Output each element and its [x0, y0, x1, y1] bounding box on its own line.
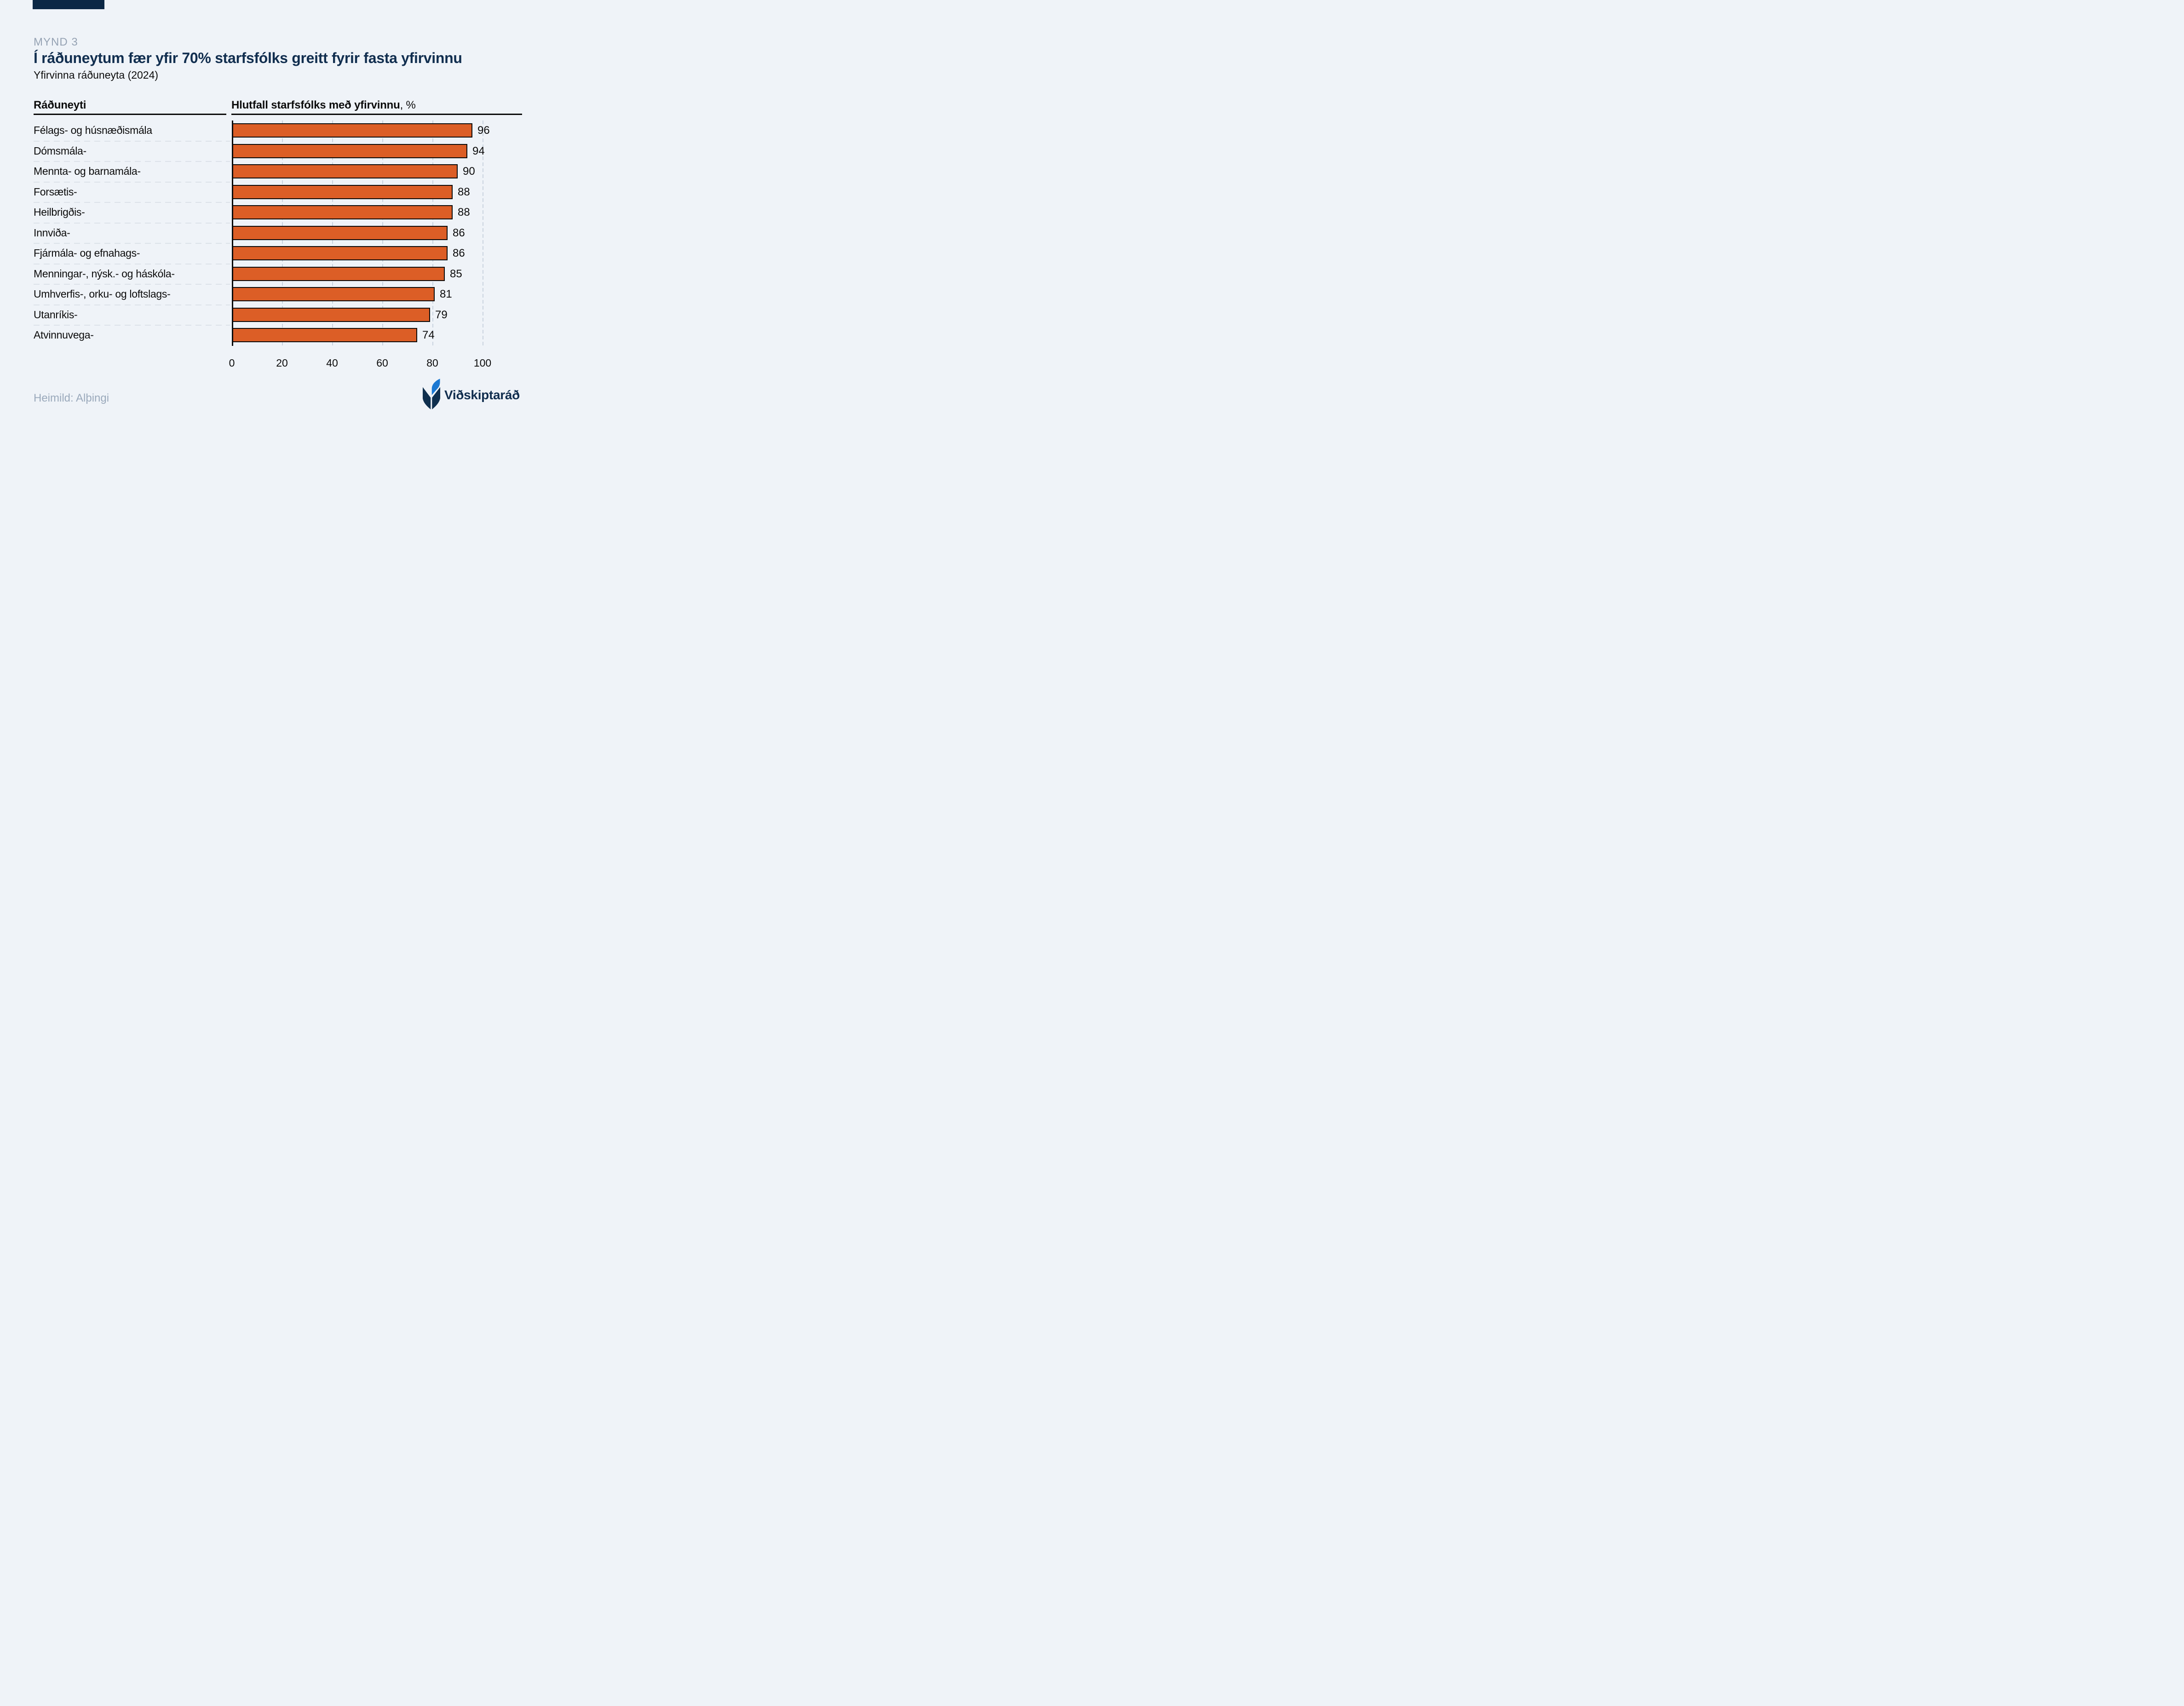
row-separator — [34, 222, 230, 224]
x-tick-label: 80 — [426, 357, 438, 369]
category-label: Utanríkis- — [34, 308, 78, 321]
x-tick-label: 20 — [276, 357, 288, 369]
left-header-rule — [34, 114, 226, 115]
bar — [232, 246, 448, 260]
column-header-share-bold: Hlutfall starfsfólks með yfirvinnu — [231, 99, 400, 111]
bar-chart: Félags- og húsnæðismála 96 Dómsmála- 94 Menn… — [0, 0, 546, 426]
value-label: 86 — [453, 226, 465, 239]
value-label: 96 — [477, 124, 490, 137]
value-label: 74 — [422, 329, 435, 341]
brand-logo-text: Viðskiptaráð — [444, 388, 520, 402]
value-label: 94 — [472, 144, 485, 157]
value-label: 90 — [463, 165, 475, 178]
bar — [232, 266, 445, 281]
row-separator — [34, 161, 230, 162]
x-tick-label: 60 — [376, 357, 388, 369]
axis-line — [232, 121, 233, 346]
value-label: 85 — [450, 267, 462, 280]
bar — [232, 164, 458, 178]
infographic-page: MYND 3 Í ráðuneytum fær yfir 70% starfsf… — [0, 0, 546, 426]
book-leaf-logo-icon — [423, 379, 440, 410]
category-label: Atvinnuvega- — [34, 329, 94, 341]
source-note: Heimild: Alþingi — [34, 392, 109, 404]
right-header-rule — [231, 114, 522, 115]
category-label: Forsætis- — [34, 185, 77, 198]
bar — [232, 225, 448, 240]
page-title: Í ráðuneytum fær yfir 70% starfsfólks gr… — [34, 50, 462, 66]
x-tick-label: 100 — [473, 357, 492, 369]
row-separator — [34, 140, 230, 142]
bar — [232, 328, 417, 342]
bar — [232, 205, 453, 219]
x-tick-label: 0 — [229, 357, 235, 369]
value-label: 86 — [453, 247, 465, 259]
value-label: 88 — [458, 206, 470, 218]
category-label: Fjármála- og efnahags- — [34, 247, 140, 259]
column-header-share: Hlutfall starfsfólks með yfirvinnu, % — [231, 99, 416, 112]
row-separator — [34, 284, 230, 285]
chart-subtitle: Yfirvinna ráðuneyta (2024) — [34, 69, 159, 81]
row-separator — [34, 202, 230, 203]
row-separator — [34, 325, 230, 326]
brand-accent-bar — [33, 0, 104, 9]
bar — [232, 184, 453, 199]
bar — [232, 287, 435, 301]
bar — [232, 307, 430, 322]
value-label: 81 — [440, 288, 452, 300]
category-label: Umhverfis-, orku- og loftslags- — [34, 288, 171, 300]
value-label: 88 — [458, 185, 470, 198]
column-header-share-unit: , % — [400, 99, 416, 111]
bar — [232, 144, 467, 158]
category-label: Mennta- og barnamála- — [34, 165, 141, 177]
column-header-ministries: Ráðuneyti — [34, 99, 86, 111]
row-separator — [34, 304, 230, 305]
figure-number-label: MYND 3 — [34, 36, 78, 48]
category-label: Heilbrigðis- — [34, 206, 85, 218]
value-label: 79 — [435, 308, 448, 321]
x-tick-label: 40 — [326, 357, 338, 369]
category-label: Menningar-, nýsk.- og háskóla- — [34, 267, 175, 280]
row-separator — [34, 243, 230, 244]
row-separator — [34, 181, 230, 183]
category-label: Félags- og húsnæðismála — [34, 124, 152, 136]
category-label: Innviða- — [34, 226, 70, 239]
brand-logo: Viðskiptaráð — [423, 379, 520, 410]
category-label: Dómsmála- — [34, 144, 86, 157]
bar — [232, 123, 472, 138]
